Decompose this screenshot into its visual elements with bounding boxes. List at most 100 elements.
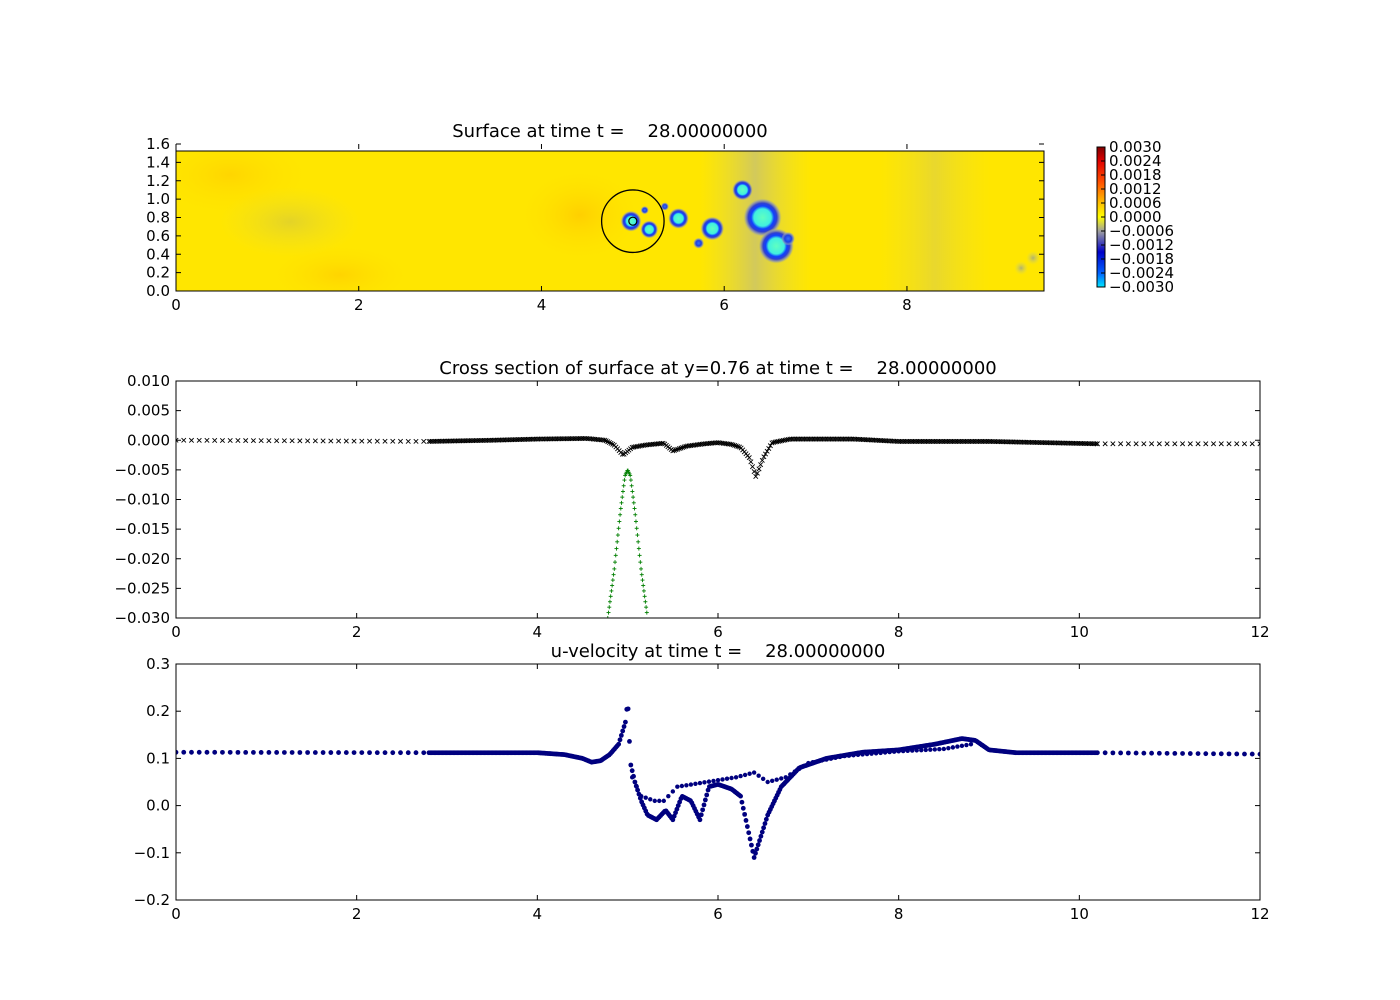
x-marker-stroke — [1180, 441, 1186, 447]
u-velocity-title: u-velocity at time t = 28.00000000 — [551, 641, 886, 662]
u-velocity-point — [746, 830, 752, 836]
x-tick-label: 12 — [1250, 905, 1269, 923]
x-marker-stroke — [204, 437, 210, 443]
u-velocity-secondary-point — [851, 753, 856, 758]
cross-section-x-point — [1118, 441, 1124, 447]
u-velocity-point — [266, 750, 272, 755]
x-marker-stroke — [405, 438, 411, 444]
u-velocity-secondary-point — [675, 784, 680, 789]
u-velocity-point — [405, 750, 411, 756]
cross-section-plus-point — [617, 519, 622, 524]
u-velocity-secondary-point — [846, 753, 852, 758]
u-velocity-secondary-point — [760, 776, 766, 782]
x-marker-stroke — [258, 438, 264, 444]
x-tick-label: 6 — [713, 905, 723, 923]
u-velocity-secondary-point — [733, 775, 739, 780]
u-velocity-point — [336, 750, 341, 755]
x-marker-stroke — [671, 447, 677, 453]
u-velocity-point — [328, 750, 334, 755]
cross-section-x-point — [1094, 441, 1100, 447]
u-velocity-secondary-point — [724, 776, 730, 781]
u-velocity-secondary-point — [801, 763, 807, 769]
u-velocity-secondary-point — [824, 757, 829, 762]
u-velocity-point — [413, 750, 419, 756]
u-velocity-point — [274, 750, 280, 755]
u-velocity-secondary-point — [919, 747, 924, 753]
u-velocity-secondary-point — [914, 748, 919, 753]
cross-section-x-point — [762, 451, 769, 457]
x-marker-stroke — [644, 442, 650, 448]
x-marker-stroke — [390, 438, 396, 444]
x-marker-stroke — [1094, 441, 1100, 447]
x-marker-stroke — [1226, 441, 1232, 447]
u-velocity-panel: u-velocity at time t = 28.00000000 0 2 4 6 8… — [134, 641, 1270, 923]
u-velocity-point — [220, 749, 225, 755]
u-velocity-point — [627, 739, 632, 744]
y-tick-label: 0.1 — [146, 749, 170, 767]
u-velocity-secondary-point — [751, 770, 757, 775]
cross-section-plus-point — [607, 599, 612, 604]
x-marker-stroke — [689, 442, 695, 448]
u-velocity-secondary-point — [869, 751, 874, 756]
u-velocity-point — [759, 829, 765, 835]
cross-section-x-point — [188, 437, 195, 443]
u-velocity-secondary-point — [643, 795, 648, 800]
u-velocity-point — [742, 811, 748, 817]
warm-region-bottom — [270, 245, 410, 291]
cross-section-plus-point — [633, 512, 638, 517]
cross-section-plus-point — [612, 566, 617, 571]
cross-section-x-point — [281, 438, 287, 444]
u-velocity-point — [421, 750, 427, 756]
u-velocity-secondary-point — [905, 748, 910, 754]
y-tick-label: −0.1 — [134, 844, 170, 862]
cross-section-x-point — [181, 437, 187, 443]
x-marker-stroke — [678, 445, 684, 451]
x-marker-stroke — [235, 438, 241, 444]
y-tick-label: 0.4 — [146, 245, 170, 263]
cross-section-plus-point — [631, 500, 636, 505]
cross-section-x-point — [1149, 441, 1155, 447]
x-marker-stroke — [649, 441, 655, 447]
colorbar-tick-label: −0.0006 — [1109, 222, 1174, 240]
cross-section-plus-point — [611, 572, 616, 577]
x-marker-stroke — [675, 446, 681, 452]
u-velocity-point — [305, 750, 311, 755]
gray-band-right — [880, 151, 990, 291]
x-tick-label: 2 — [352, 905, 362, 923]
cross-section-x-point — [351, 438, 357, 444]
x-marker-stroke — [681, 444, 687, 450]
u-velocity-secondary-point — [634, 784, 639, 789]
cross-section-x-point — [1234, 441, 1240, 447]
cross-section-plus-point — [630, 489, 635, 494]
x-marker-stroke — [1156, 441, 1162, 447]
x-marker-stroke — [421, 438, 427, 444]
u-velocity-point — [258, 750, 264, 755]
u-velocity-point — [359, 750, 365, 756]
cross-section-x-point — [754, 470, 760, 476]
x-marker-stroke — [756, 466, 762, 472]
y-tick-label: 0.0 — [146, 282, 170, 300]
surface-heatmap-panel: Surface at time t = 28.00000000 0 2 4 6 8 0.0… — [146, 121, 1174, 314]
u-velocity-point — [744, 824, 750, 829]
u-velocity-point — [1172, 751, 1178, 756]
cross-section-x-point — [671, 447, 677, 453]
heatmap-top-strip — [176, 144, 1044, 151]
x-marker-stroke — [1218, 441, 1224, 447]
x-marker-stroke — [660, 440, 666, 446]
x-marker-stroke — [1211, 441, 1217, 447]
u-velocity-point — [1149, 750, 1154, 756]
obstacle-circle — [600, 189, 665, 254]
x-tick-label: 10 — [1070, 623, 1089, 641]
cross-section-plus-point — [640, 578, 645, 583]
x-marker-stroke — [777, 438, 783, 444]
x-marker-stroke — [1249, 441, 1255, 447]
x-marker-stroke — [1234, 441, 1240, 447]
cross-section-x-point — [733, 443, 739, 449]
u-velocity-point — [747, 836, 753, 842]
x-marker-stroke — [608, 440, 614, 446]
u-velocity-secondary-point — [706, 779, 712, 784]
u-velocity-secondary-point — [738, 773, 743, 779]
cross-section-plus-point — [639, 566, 644, 571]
cross-section-x-point — [343, 438, 349, 444]
cross-section-plus-point — [641, 583, 646, 588]
